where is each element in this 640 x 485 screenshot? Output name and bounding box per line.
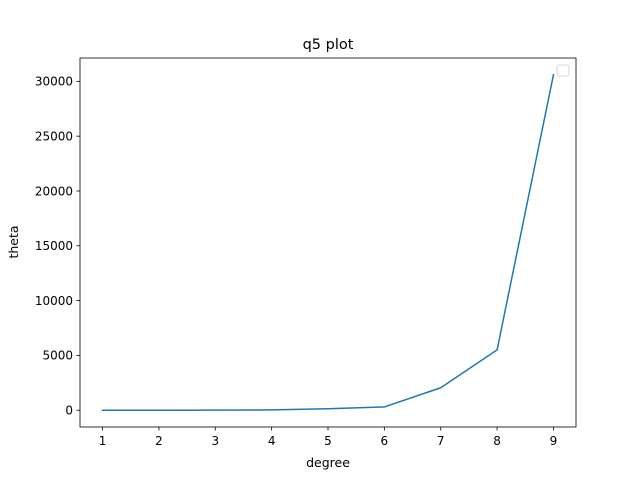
y-tick-label: 0: [65, 404, 73, 418]
y-tick-label: 15000: [35, 239, 73, 253]
x-axis-ticks: 1 2 3 4 5 6 7 8 9: [99, 427, 558, 448]
x-tick-label: 5: [324, 434, 332, 448]
axes-frame: [79, 57, 577, 428]
x-tick-label: 2: [155, 434, 163, 448]
y-axis-ticks: 0 5000 10000 15000 20000 25000 30000: [35, 75, 80, 418]
series-layer: [101, 73, 555, 411]
y-tick-label: 5000: [42, 349, 73, 363]
x-tick-label: 8: [493, 434, 501, 448]
y-axis-label: theta: [6, 225, 21, 258]
y-tick-label: 10000: [35, 294, 73, 308]
x-tick-label: 9: [550, 434, 558, 448]
y-tick-label: 25000: [35, 129, 73, 143]
chart-title: q5 plot: [303, 37, 354, 53]
legend-box: [556, 64, 570, 77]
x-tick-label: 4: [268, 434, 276, 448]
x-axis-label: degree: [306, 455, 350, 470]
x-tick-label: 7: [437, 434, 445, 448]
x-tick-label: 1: [99, 434, 107, 448]
y-tick-label: 30000: [35, 75, 73, 89]
plot-area: [80, 58, 576, 427]
y-tick-label: 20000: [35, 184, 73, 198]
x-tick-label: 3: [211, 434, 219, 448]
x-tick-label: 6: [381, 434, 389, 448]
series-line-0: [101, 73, 555, 411]
